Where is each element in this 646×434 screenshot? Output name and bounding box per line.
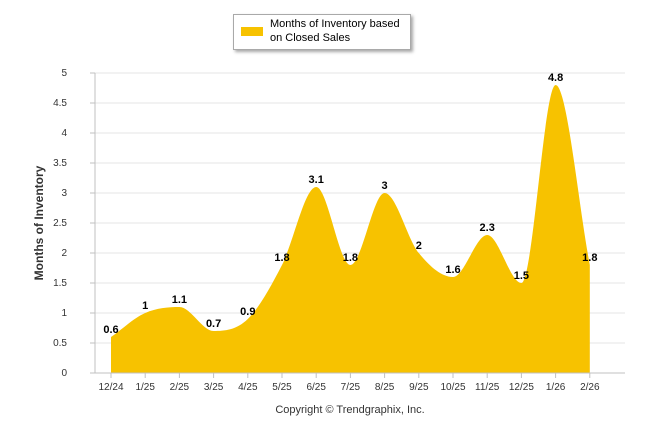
data-label: 1.1: [172, 294, 187, 306]
data-label: 1: [142, 300, 148, 312]
data-label: 3.1: [309, 174, 324, 186]
x-tick-label: 2/26: [580, 382, 600, 393]
y-tick-label: 1: [61, 308, 67, 319]
x-axis-ticks: 12/24 1/25 2/25 3/25 4/25 5/25 6/25 7/25 8/25 9/2…: [98, 373, 600, 393]
data-label: 1.8: [582, 252, 597, 264]
data-label: 0.7: [206, 318, 221, 330]
y-tick-label: 1.5: [53, 278, 67, 289]
data-label: 1.8: [274, 252, 289, 264]
x-tick-label: 12/25: [509, 382, 534, 393]
y-tick-label: 3: [61, 188, 67, 199]
y-tick-label: 0.5: [53, 338, 67, 349]
x-tick-label: 11/25: [475, 382, 500, 393]
x-tick-label: 5/25: [272, 382, 292, 393]
data-label: 1.6: [445, 264, 460, 276]
data-label: 2.3: [480, 222, 495, 234]
data-label: 0.9: [240, 306, 255, 318]
x-tick-label: 10/25: [440, 382, 465, 393]
legend-swatch: [241, 27, 263, 36]
x-tick-label: 2/25: [170, 382, 190, 393]
data-label: 3: [382, 180, 388, 192]
x-tick-label: 12/24: [98, 382, 123, 393]
y-tick-label: 2.5: [53, 218, 67, 229]
y-tick-label: 4.5: [53, 98, 67, 109]
area-fill: [111, 85, 590, 373]
x-tick-label: 3/25: [204, 382, 224, 393]
x-tick-label: 4/25: [238, 382, 258, 393]
area-series: [111, 85, 590, 373]
x-tick-label: 1/26: [546, 382, 566, 393]
x-tick-label: 7/25: [341, 382, 361, 393]
data-labels: 0.6 1 1.1 0.7 0.9 1.8 3.1 1.8 3 2 1.6 2.3 1.5 4.8 1.8: [103, 72, 597, 336]
x-tick-label: 6/25: [306, 382, 326, 393]
y-tick-label: 3.5: [53, 158, 67, 169]
copyright-caption: Copyright © Trendgraphix, Inc.: [275, 404, 424, 416]
y-axis-ticks: 0 0.5 1 1.5 2 2.5 3 3.5 4 4.5 5: [53, 68, 95, 379]
data-label: 1.8: [343, 252, 358, 264]
data-label: 1.5: [514, 270, 529, 282]
y-tick-label: 0: [61, 368, 67, 379]
y-tick-label: 5: [61, 68, 67, 79]
data-label: 0.6: [103, 324, 118, 336]
data-label: 4.8: [548, 72, 563, 84]
x-tick-label: 9/25: [409, 382, 429, 393]
x-tick-label: 1/25: [135, 382, 155, 393]
data-label: 2: [416, 240, 422, 252]
legend[interactable]: Months of Inventory based on Closed Sale…: [233, 14, 411, 50]
x-tick-label: 8/25: [375, 382, 395, 393]
legend-label: Months of Inventory based on Closed Sale…: [270, 18, 400, 44]
y-axis-title: Months of Inventory: [32, 165, 46, 280]
y-tick-label: 4: [61, 128, 67, 139]
y-tick-label: 2: [61, 248, 67, 259]
